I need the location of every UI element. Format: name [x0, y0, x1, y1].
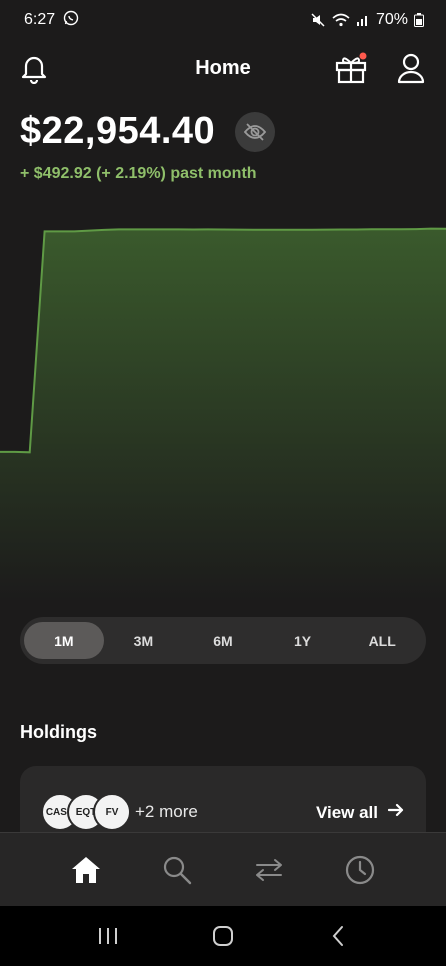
- top-app-bar: Home: [0, 44, 446, 92]
- time-range-selector: 1M 3M 6M 1Y ALL: [20, 617, 426, 664]
- holding-chip-fv: FV: [93, 793, 131, 831]
- arrow-right-icon: [387, 802, 404, 823]
- chart-area-fill: [0, 228, 446, 600]
- search-icon[interactable]: [153, 846, 201, 894]
- system-navigation-bar: [0, 906, 446, 966]
- signal-icon: [356, 13, 370, 27]
- notification-dot: [359, 52, 367, 60]
- chart-series-line: [0, 227, 446, 454]
- bottom-navigation: [0, 832, 446, 906]
- page-title: Home: [195, 56, 251, 79]
- home-button-icon[interactable]: [203, 916, 243, 956]
- balance-change: + $492.92 (+ 2.19%) past month: [20, 165, 257, 182]
- battery-text: 70%: [375, 11, 408, 28]
- view-all-label: View all: [315, 802, 378, 822]
- status-bar: 6:27 70%: [0, 0, 446, 40]
- range-all[interactable]: ALL: [368, 632, 396, 649]
- range-1m[interactable]: 1M: [24, 622, 104, 659]
- range-6m[interactable]: 6M: [213, 632, 233, 649]
- mute-icon: [310, 12, 326, 28]
- wifi-icon: [332, 12, 350, 28]
- range-3m[interactable]: 3M: [133, 632, 154, 649]
- back-icon[interactable]: [318, 916, 358, 956]
- balance-row: $22,954.40: [20, 110, 276, 153]
- home-icon[interactable]: [62, 846, 110, 894]
- bell-icon[interactable]: [16, 50, 52, 86]
- recent-apps-icon[interactable]: [88, 916, 128, 956]
- battery-icon: [414, 13, 424, 27]
- status-time: 6:27: [24, 11, 56, 28]
- clock-icon[interactable]: [336, 846, 384, 894]
- view-all-button[interactable]: View all: [316, 802, 404, 823]
- range-1y[interactable]: 1Y: [294, 632, 312, 649]
- portfolio-balance: $22,954.40: [20, 110, 216, 152]
- holdings-heading: Holdings: [20, 722, 97, 742]
- swap-arrows-icon[interactable]: [245, 846, 293, 894]
- holdings-chips: CASH EQT FV: [41, 793, 131, 831]
- user-icon[interactable]: [393, 50, 429, 86]
- whatsapp-icon: [63, 10, 79, 31]
- eye-off-icon[interactable]: [235, 111, 276, 152]
- gift-icon[interactable]: [333, 50, 369, 86]
- holdings-more-count: +2 more: [135, 802, 198, 821]
- portfolio-chart: [0, 227, 446, 600]
